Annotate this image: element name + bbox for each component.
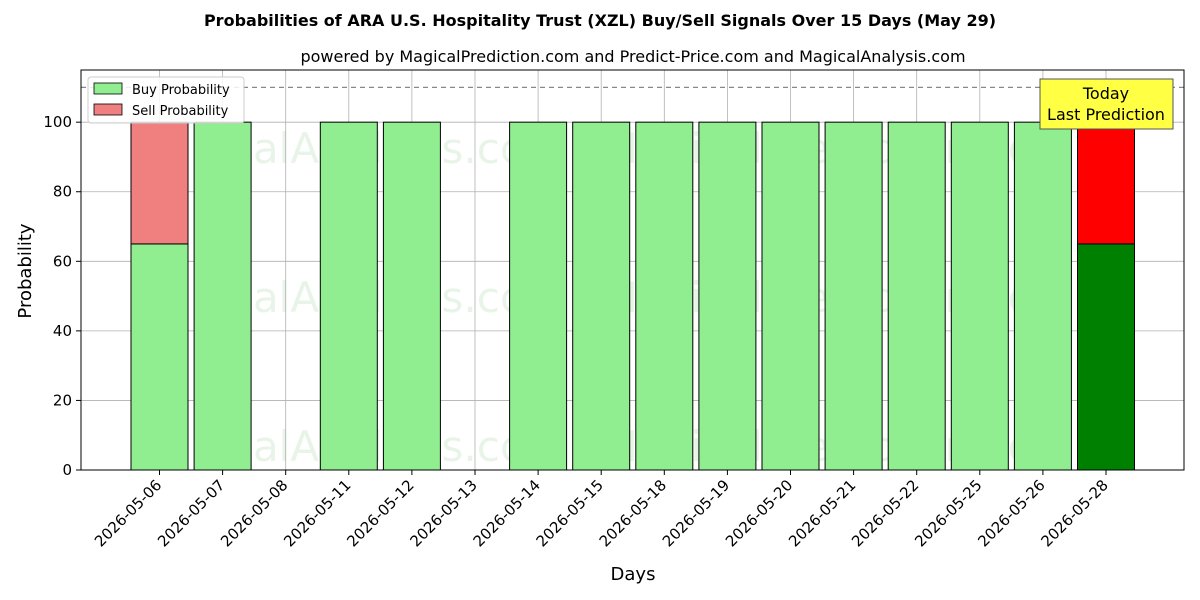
x-tick-label-4: 2026-05-12	[343, 476, 417, 550]
x-tick-label-2: 2026-05-08	[217, 476, 291, 550]
x-tick-label-3: 2026-05-11	[280, 476, 354, 550]
x-tick-label-1: 2026-05-07	[154, 476, 228, 550]
annotation-line-1: Today	[1082, 84, 1129, 103]
sell-bar-2026-05-28	[1077, 121, 1135, 245]
y-tick-label-3: 60	[53, 252, 72, 270]
y-tick-label-5: 100	[43, 113, 72, 131]
legend: Buy Probability Sell Probability	[87, 76, 245, 124]
y-tick-label-0: 0	[62, 461, 72, 479]
buy-bar-2026-05-07	[193, 121, 252, 471]
y-axis: 0 20 40 60 80 100	[43, 113, 81, 479]
buy-bar-2026-05-12	[382, 121, 441, 471]
chart-subtitle: powered by MagicalPrediction.com and Pre…	[300, 47, 965, 66]
y-tick-label-4: 80	[53, 183, 72, 201]
buy-bar-2026-05-25	[950, 121, 1009, 471]
x-tick-label-13: 2026-05-25	[911, 476, 985, 550]
buy-bar-2026-05-15	[572, 121, 631, 471]
sell-bar-2026-05-06	[130, 121, 189, 245]
x-axis-label: Days	[611, 564, 656, 585]
x-tick-label-5: 2026-05-13	[406, 476, 480, 550]
x-tick-label-11: 2026-05-21	[785, 476, 859, 550]
x-tick-label-9: 2026-05-19	[659, 476, 733, 550]
x-tick-label-10: 2026-05-20	[722, 476, 796, 550]
y-axis-label: Probability	[15, 223, 36, 318]
buy-bar-2026-05-20	[761, 121, 820, 471]
legend-buy-swatch	[93, 82, 123, 95]
legend-sell-label: Sell Probability	[132, 104, 229, 119]
buy-bar-2026-05-19	[698, 121, 757, 471]
x-tick-label-6: 2026-05-14	[470, 476, 544, 550]
buy-bar-2026-05-28	[1077, 243, 1135, 471]
y-tick-label-2: 40	[53, 322, 72, 340]
x-tick-label-8: 2026-05-18	[596, 476, 670, 550]
legend-buy-label: Buy Probability	[132, 83, 230, 98]
buy-bar-2026-05-22	[887, 121, 946, 471]
x-tick-label-12: 2026-05-22	[848, 476, 922, 550]
x-tick-label-15: 2026-05-28	[1037, 476, 1111, 550]
x-tick-label-14: 2026-05-26	[974, 476, 1048, 550]
annotation-box	[1039, 78, 1174, 130]
buy-bar-2026-05-06	[130, 243, 189, 471]
y-tick-label-1: 20	[53, 391, 72, 409]
plot-frame	[80, 69, 1185, 471]
buy-bar-2026-05-11	[319, 121, 378, 471]
x-tick-label-0: 2026-05-06	[91, 476, 165, 550]
legend-box	[87, 76, 245, 124]
legend-sell-swatch	[93, 103, 123, 116]
buy-bar-2026-05-21	[824, 121, 883, 471]
x-tick-label-7: 2026-05-15	[533, 476, 607, 550]
buy-bar-2026-05-26	[1013, 121, 1072, 471]
chart-title: Probabilities of ARA U.S. Hospitality Tr…	[204, 11, 996, 30]
today-annotation: Today Last Prediction	[1039, 78, 1174, 130]
x-axis: 2026-05-062026-05-072026-05-082026-05-11…	[91, 470, 1112, 550]
buy-bar-2026-05-18	[635, 121, 694, 471]
buy-bar-2026-05-14	[509, 121, 568, 471]
bars	[130, 121, 1135, 471]
annotation-line-2: Last Prediction	[1047, 105, 1165, 124]
